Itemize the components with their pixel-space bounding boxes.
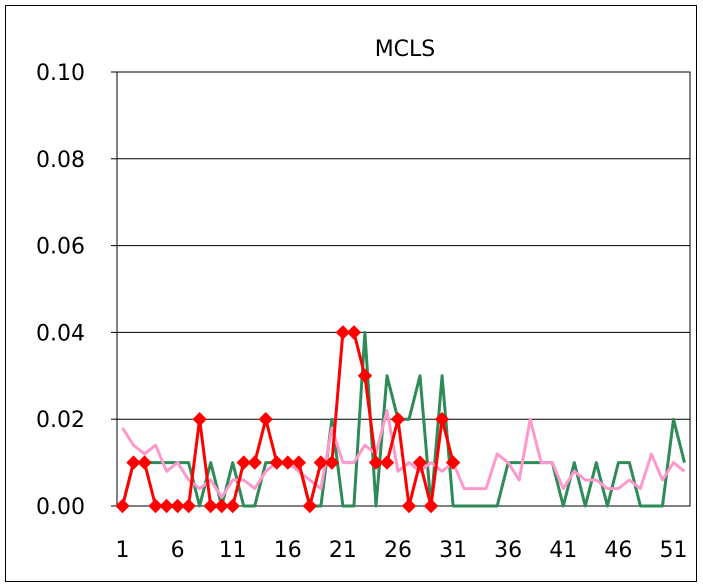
data-point-marker [390, 411, 406, 427]
data-point-marker [313, 455, 329, 470]
data-point-marker [236, 455, 251, 470]
x-tick-label: 16 [274, 538, 302, 563]
x-tick-label: 11 [219, 538, 247, 563]
x-tick-label: 41 [549, 538, 577, 563]
data-point-marker [148, 498, 163, 514]
data-point-marker [115, 498, 130, 514]
data-point-marker [412, 455, 428, 470]
series-layer [115, 325, 686, 514]
data-point-marker [181, 498, 196, 514]
x-tick-label: 1 [116, 538, 130, 563]
data-point-marker [258, 411, 273, 427]
x-tick-label: 51 [659, 538, 687, 563]
data-point-marker [324, 455, 340, 470]
data-point-marker [137, 455, 152, 470]
gridlines [117, 158, 690, 420]
y-tick-label: 0.02 [36, 408, 85, 433]
data-point-marker [159, 498, 174, 514]
data-point-marker [335, 325, 351, 340]
x-tick-label: 6 [171, 538, 185, 563]
y-tick-label: 0.00 [36, 495, 85, 520]
x-axis-ticks: 1 6 11 16 21 26 31 36 41 46 51 [116, 538, 688, 563]
data-point-marker [401, 498, 417, 514]
data-point-marker [445, 455, 461, 470]
data-point-marker [368, 455, 384, 470]
data-point-marker [269, 455, 284, 470]
chart-title: MCLS [375, 37, 436, 62]
data-point-marker [214, 498, 229, 514]
data-point-marker [302, 498, 318, 514]
data-point-marker [423, 498, 439, 514]
y-tick-label: 0.06 [36, 235, 85, 260]
data-point-marker [357, 368, 373, 384]
data-point-marker [280, 455, 296, 470]
data-point-marker [247, 455, 262, 470]
data-point-marker [170, 498, 185, 514]
y-tick-label: 0.10 [36, 61, 85, 86]
x-tick-label: 21 [329, 538, 357, 563]
data-point-marker [225, 498, 240, 514]
data-point-marker [192, 411, 207, 427]
y-axis-ticks: 0.00 0.02 0.04 0.06 0.08 0.10 [36, 61, 117, 520]
data-point-marker [346, 325, 362, 340]
data-point-marker [379, 455, 395, 470]
data-point-marker [434, 411, 450, 427]
y-tick-label: 0.04 [36, 321, 85, 346]
data-point-marker [291, 455, 307, 470]
series-2 [115, 325, 461, 514]
data-point-marker [126, 455, 141, 470]
y-tick-label: 0.08 [36, 148, 85, 173]
data-point-marker [203, 498, 218, 514]
x-tick-label: 31 [439, 538, 467, 563]
x-tick-label: 36 [494, 538, 522, 563]
x-tick-label: 46 [604, 538, 632, 563]
x-tick-label: 26 [384, 538, 412, 563]
